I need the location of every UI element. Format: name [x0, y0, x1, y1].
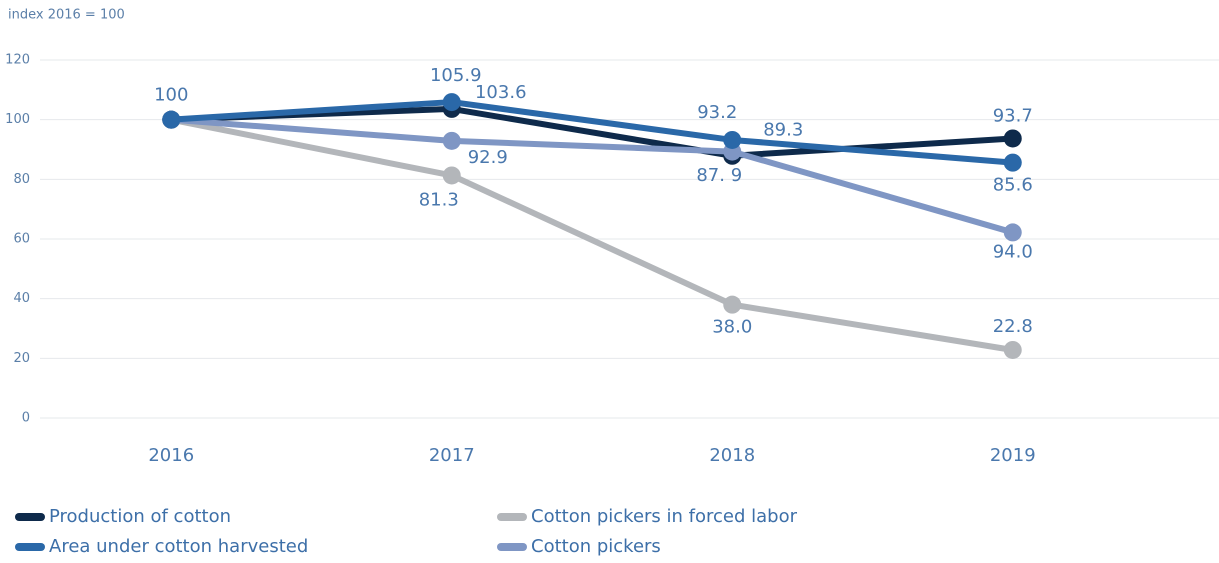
- series-line: [171, 99, 1013, 166]
- legend-label: Production of cotton: [49, 506, 231, 527]
- y-tick-label: 20: [13, 351, 30, 366]
- point: [442, 131, 461, 150]
- y-tick-label: 0: [22, 411, 30, 426]
- y-tick-label: 100: [5, 112, 30, 127]
- legend-label: Area under cotton harvested: [49, 536, 308, 557]
- data-label: 105.9: [430, 65, 482, 86]
- legend-label: Cotton pickers in forced labor: [531, 506, 798, 527]
- point: [1003, 340, 1022, 359]
- data-label: 93.2: [697, 102, 737, 123]
- y-tick-label: 60: [13, 232, 30, 247]
- y-tick-label: 40: [13, 291, 30, 306]
- annotation: 94.0: [993, 241, 1033, 262]
- legend-label: Cotton pickers: [531, 536, 661, 557]
- point: [1003, 223, 1022, 242]
- x-tick-label: 2018: [709, 445, 755, 466]
- point: [723, 130, 742, 149]
- point: [442, 93, 461, 112]
- y-tick-label: 80: [13, 172, 30, 187]
- x-tick-label: 2019: [990, 445, 1036, 466]
- data-label: 22.8: [993, 316, 1033, 337]
- data-label: 93.7: [993, 105, 1033, 126]
- point: [162, 110, 181, 129]
- data-label: 38.0: [712, 317, 752, 338]
- point: [442, 166, 461, 185]
- data-label: 92.9: [468, 147, 508, 168]
- point: [723, 295, 742, 314]
- series-line: [171, 105, 1013, 159]
- x-tick-label: 2017: [429, 445, 475, 466]
- point: [1003, 129, 1022, 148]
- data-label: 85.6: [993, 175, 1033, 196]
- data-label: 87. 9: [696, 165, 742, 186]
- series-line: [171, 116, 1014, 236]
- y-tick-label: 120: [5, 53, 30, 68]
- data-label: 81.3: [419, 189, 459, 210]
- axis-title: index 2016 = 100: [8, 8, 125, 23]
- point: [1003, 153, 1022, 172]
- x-tick-label: 2016: [148, 445, 194, 466]
- data-label: 103.6: [475, 82, 527, 103]
- series-line: [170, 116, 1014, 353]
- data-label: 100: [154, 85, 188, 106]
- data-label: 89.3: [763, 120, 803, 141]
